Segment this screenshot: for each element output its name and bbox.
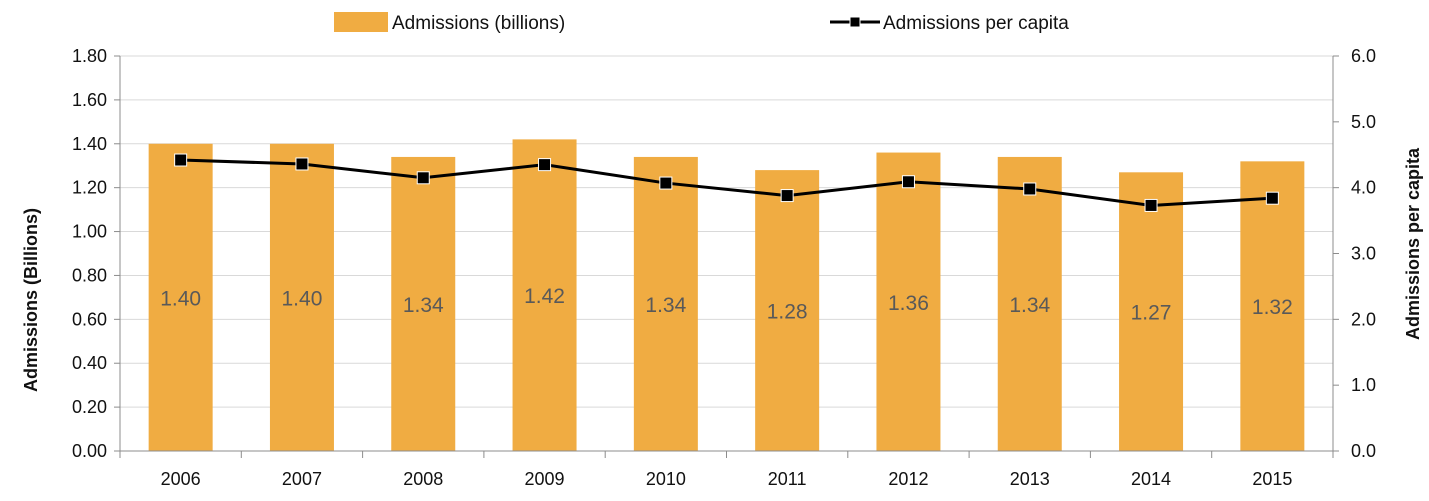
y2-axis-title: Admissions per capita: [1403, 147, 1423, 340]
line-point: [1023, 182, 1037, 196]
axes: [114, 55, 1339, 458]
legend-bar-swatch: [334, 12, 388, 32]
line-point: [538, 158, 552, 172]
bar-data-label: 1.34: [403, 294, 444, 317]
y-tick-label: 1.80: [72, 46, 107, 66]
y-tick-label: 0.20: [72, 397, 107, 417]
bar: [633, 156, 698, 451]
y2-tick-label: 4.0: [1351, 178, 1376, 198]
bar: [148, 143, 213, 451]
x-tick-label: 2011: [768, 469, 807, 489]
x-tick-label: 2013: [1010, 469, 1050, 489]
bar: [1240, 161, 1305, 452]
x-tick-label: 2012: [888, 469, 928, 489]
x-tick-label: 2008: [403, 469, 443, 489]
bar-data-label: 1.40: [160, 287, 201, 310]
bar-data-label: 1.27: [1131, 302, 1172, 325]
bar-data-label: 1.34: [645, 294, 686, 317]
bar: [755, 170, 820, 451]
y-tick-label: 0.00: [72, 441, 107, 461]
y-tick-label: 1.60: [72, 90, 107, 110]
bar-data-label: 1.40: [282, 287, 323, 310]
line-point: [659, 176, 673, 190]
legend-bar-label: Admissions (billions): [392, 13, 565, 34]
line-point: [295, 157, 309, 171]
x-tick-label: 2014: [1131, 469, 1171, 489]
legend-line-label: Admissions per capita: [883, 13, 1069, 34]
y2-tick-label: 3.0: [1351, 244, 1376, 264]
bar: [997, 156, 1062, 451]
bar: [876, 152, 941, 452]
bar-series: [148, 139, 1305, 452]
y2-tick-label: 2.0: [1351, 309, 1376, 329]
legend-line-marker: [849, 16, 861, 28]
tick-labels: 0.00 0.20 0.40 0.60 0.80 1.00 1.20 1.40 1.60 1.80…: [72, 46, 1376, 489]
bar-data-label: 1.36: [888, 292, 929, 315]
y-tick-label: 0.80: [72, 265, 107, 285]
bar: [269, 143, 334, 451]
line-point: [1265, 191, 1279, 205]
x-tick-label: 2007: [282, 469, 322, 489]
line-series: [174, 153, 1279, 212]
line-point: [780, 189, 794, 203]
bar: [1119, 172, 1184, 452]
y-tick-label: 1.40: [72, 134, 107, 154]
y2-tick-label: 1.0: [1351, 375, 1376, 395]
y-tick-label: 0.60: [72, 309, 107, 329]
y-tick-label: 1.00: [72, 222, 107, 242]
line-point: [416, 171, 430, 185]
bar: [512, 139, 577, 451]
y-axis-title: Admissions (Billions): [21, 208, 41, 392]
y2-tick-label: 5.0: [1351, 112, 1376, 132]
x-tick-label: 2010: [646, 469, 686, 489]
bar: [391, 156, 456, 451]
y2-tick-label: 0.0: [1351, 441, 1376, 461]
legend: Admissions (billions) Admissions per cap…: [334, 12, 1069, 34]
y-tick-label: 0.40: [72, 353, 107, 373]
y2-tick-label: 6.0: [1351, 46, 1376, 66]
line-point: [174, 153, 188, 167]
bar-data-label: 1.42: [524, 285, 565, 308]
x-tick-label: 2009: [525, 469, 565, 489]
line-point: [901, 175, 915, 189]
x-tick-label: 2015: [1252, 469, 1292, 489]
y-tick-label: 1.20: [72, 178, 107, 198]
line-point: [1144, 198, 1158, 212]
line-path: [180, 158, 1273, 207]
bar-data-label: 1.34: [1009, 294, 1050, 317]
bar-data-labels: 1.40 1.40 1.34 1.42 1.34 1.28 1.36 1.34 1.27 1.32: [160, 285, 1293, 324]
bar-data-label: 1.32: [1252, 296, 1293, 319]
x-tick-label: 2006: [161, 469, 201, 489]
bar-data-label: 1.28: [767, 301, 808, 324]
